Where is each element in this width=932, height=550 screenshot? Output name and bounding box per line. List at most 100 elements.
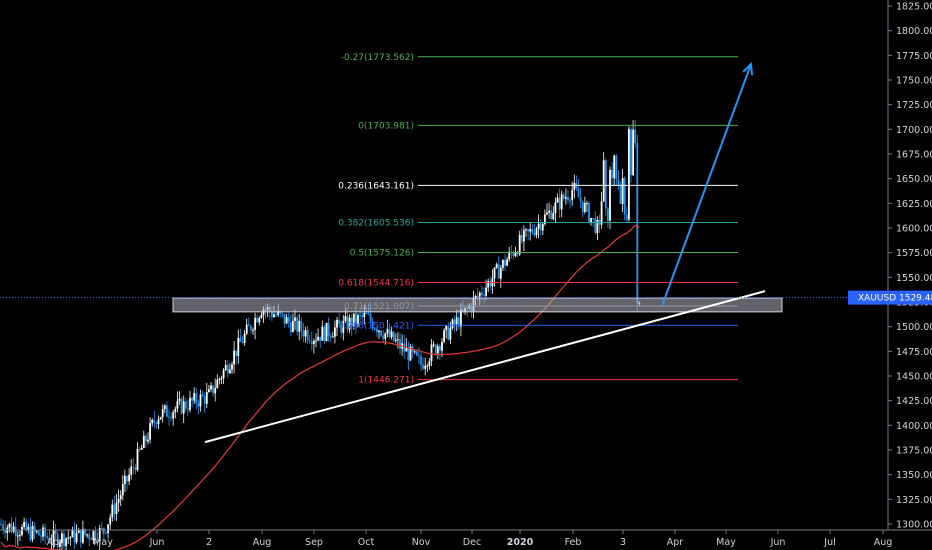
candle-body [407, 347, 410, 361]
candle-body [514, 252, 517, 256]
candle-body [273, 314, 275, 317]
candle-body [170, 417, 172, 419]
candle-body [189, 397, 191, 410]
candle-body [533, 232, 536, 236]
candle-body [443, 330, 445, 342]
candle-body [609, 169, 611, 221]
candle-body [455, 317, 458, 325]
candle-body [348, 317, 351, 330]
candle-body [361, 315, 364, 318]
candle-body [634, 129, 637, 143]
time-tick-label: Sep [305, 537, 323, 548]
candle-body [250, 325, 252, 331]
candle-body [350, 317, 353, 327]
candle-body [235, 350, 238, 357]
candle-body [617, 179, 620, 186]
candle-body [508, 251, 511, 260]
candle-body [61, 533, 63, 544]
candle-body [184, 401, 187, 409]
candle-body [151, 419, 154, 424]
candle-body [382, 335, 385, 339]
price-tick-label: 1575.000 [896, 248, 932, 259]
candle-body [69, 537, 72, 539]
time-tick-label: May [93, 537, 113, 548]
time-tick-label: Apr [47, 537, 64, 548]
candle-body [157, 419, 160, 425]
candle-body [180, 399, 183, 414]
candle-body [220, 378, 223, 380]
candle-body [214, 388, 217, 394]
candle-body [436, 346, 439, 354]
candle-body [239, 337, 242, 342]
candle-body [8, 523, 11, 528]
candle-body [628, 129, 630, 220]
candle-body [430, 344, 433, 361]
candle-body [0, 524, 2, 525]
time-tick-label: 2 [206, 537, 212, 548]
candle-body [119, 495, 122, 499]
candle-body [310, 341, 313, 345]
candle-body [325, 322, 328, 342]
candle-body [90, 538, 93, 541]
candle-body [397, 339, 399, 341]
candle-body [298, 320, 301, 332]
price-tick-label: 1675.000 [896, 150, 932, 161]
candle-body [260, 314, 263, 318]
candle-body [287, 316, 290, 323]
candle-body [373, 328, 376, 330]
candle-body [199, 394, 202, 407]
price-axis[interactable]: 1825.000 1800.000 1775.000 1750.000 1725.000… [887, 0, 932, 550]
candle-body [191, 397, 193, 401]
time-tick-label: Oct [358, 537, 375, 548]
time-tick-label: Aug [253, 537, 272, 548]
candle-body [23, 521, 25, 527]
candle-body [243, 333, 246, 343]
candle-body [567, 197, 569, 201]
candle-body [172, 412, 175, 419]
candle-body [544, 214, 546, 224]
candle-body [506, 259, 508, 266]
time-tick-label: 3 [620, 537, 626, 548]
candle-body [483, 295, 485, 297]
candle-body [323, 326, 326, 342]
fibonacci-levels[interactable]: -0.27(1773.562) 0(1703.981) 0.236(1643.161… [338, 53, 738, 386]
candle-body [495, 264, 498, 268]
candle-body [256, 317, 259, 323]
candle-body [516, 252, 519, 255]
candle-body [562, 194, 565, 199]
trendline[interactable] [204, 290, 766, 444]
support-zone[interactable] [172, 297, 783, 313]
candle-body [485, 287, 487, 296]
candle-body [88, 534, 91, 539]
price-tick-label: 1725.000 [896, 100, 932, 111]
candle-body [539, 223, 542, 231]
candle-body [441, 341, 443, 351]
candle-body [569, 200, 571, 202]
candle-body [621, 178, 624, 204]
candle-body [132, 466, 135, 468]
candle-body [376, 328, 378, 333]
time-tick-label: Feb [565, 537, 582, 548]
candle-body [583, 203, 586, 212]
time-tick-label: Nov [412, 537, 431, 548]
candle-body [363, 313, 366, 318]
candle-body [340, 324, 343, 333]
candle-body [40, 535, 42, 537]
candle-body [46, 536, 49, 538]
candle-body [241, 341, 244, 343]
projection-arrow[interactable] [661, 62, 754, 307]
time-axis[interactable]: Apr May Jun 2 Aug Sep Oct Nov Dec 2020 Feb 3 Apr May J… [0, 529, 932, 548]
candle-body [134, 467, 137, 470]
projection-arrow-head [742, 62, 754, 76]
candle-body [630, 129, 632, 176]
candle-body [512, 253, 515, 256]
candle-body [321, 326, 324, 341]
candle-body [607, 208, 609, 221]
candle-body [359, 315, 361, 317]
candle-body [581, 201, 584, 212]
price-tick-label: 1400.000 [896, 421, 932, 432]
candle-body [237, 337, 240, 357]
candle-body [478, 292, 481, 297]
candle-body [453, 319, 456, 325]
